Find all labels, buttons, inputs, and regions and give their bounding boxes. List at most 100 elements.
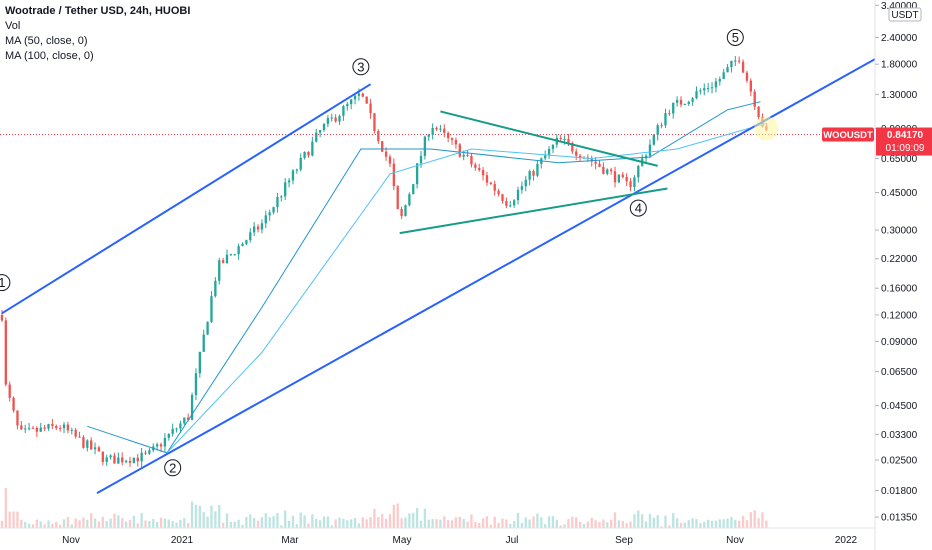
trendline-triangle-top[interactable] — [440, 110, 658, 167]
ma100-indicator-label[interactable]: MA (100, close, 0) — [5, 50, 94, 62]
wave-label-4[interactable]: 4 — [629, 199, 647, 217]
candle-body — [62, 424, 66, 429]
candle-body — [629, 181, 632, 187]
volume-bar — [70, 524, 73, 528]
volume-bar — [536, 513, 539, 528]
wave-label-1[interactable]: 1 — [0, 274, 11, 292]
candle-body — [505, 201, 508, 206]
candle-body — [567, 139, 570, 143]
currency-badge[interactable]: USDT — [888, 7, 922, 22]
price-axis[interactable]: 3.400002.400001.800001.300000.900000.650… — [874, 0, 922, 550]
wave-label-2[interactable]: 2 — [164, 459, 182, 477]
candle-body — [167, 433, 170, 438]
candle-body — [198, 351, 201, 374]
candle-body — [493, 183, 496, 191]
volume-bar — [338, 517, 341, 528]
volume-bar — [214, 511, 217, 528]
wave-label-2-text: 2 — [169, 460, 176, 475]
candle-body — [578, 155, 582, 158]
volume-indicator-label[interactable]: Vol — [5, 20, 21, 32]
elliott-wave-labels[interactable]: 1 2 3 4 5 — [0, 29, 744, 477]
volume-bar — [264, 513, 267, 528]
volume-bar — [295, 524, 299, 528]
volume-bar — [256, 520, 260, 528]
volume-bar — [225, 513, 229, 528]
candle-body — [241, 243, 244, 247]
ma50-indicator-label[interactable]: MA (50, close, 0) — [5, 35, 88, 47]
volume-bar — [287, 520, 291, 528]
volume-bar — [311, 514, 314, 528]
volume-bar — [39, 521, 42, 528]
volume-bar — [58, 524, 62, 528]
volume-bar — [280, 525, 283, 528]
price-tag-symbol-box — [822, 127, 874, 142]
candle-body — [35, 427, 39, 432]
candle-body — [450, 138, 454, 141]
candle-body — [512, 200, 516, 206]
candle-body — [303, 151, 306, 158]
price-tick-label: 0.22000 — [881, 254, 918, 265]
volume-bar — [124, 521, 128, 528]
price-tick-label: 0.30000 — [881, 226, 918, 237]
volume-bar — [493, 516, 496, 528]
wave-label-3[interactable]: 3 — [352, 58, 370, 76]
candle-body — [656, 125, 659, 135]
trendline-drawings[interactable] — [1, 58, 875, 494]
volume-bar — [47, 520, 50, 528]
candle-body — [637, 165, 640, 178]
volume-bar — [346, 520, 349, 528]
volume-bar — [35, 519, 39, 528]
volume-bar — [648, 513, 652, 528]
candle-body — [369, 103, 372, 114]
volume-bar — [249, 514, 252, 528]
time-axis[interactable]: Nov 2021 Mar May Jul Sep Nov 2022 — [0, 527, 875, 546]
volume-bar — [706, 519, 710, 528]
symbol-title[interactable]: Wootrade / Tether USD, 24h, HUOBI — [5, 5, 191, 17]
volume-bar — [90, 513, 93, 528]
candle-body — [675, 99, 679, 103]
volume-bar — [179, 520, 182, 528]
time-label-mar: Mar — [281, 535, 299, 546]
volume-bar — [350, 519, 353, 528]
volume-bar — [699, 523, 702, 528]
candle-body — [8, 384, 11, 398]
candle-body — [105, 457, 108, 462]
volume-bar — [171, 521, 174, 528]
volume-bar — [357, 523, 361, 528]
candle-body — [462, 154, 465, 157]
volume-bar — [598, 522, 601, 528]
candle-body — [722, 72, 725, 80]
candle-body — [357, 93, 361, 96]
candle-body — [563, 139, 566, 141]
time-label-nov-2021: Nov — [726, 535, 744, 546]
candle-body — [365, 96, 368, 104]
chart-legend: Wootrade / Tether USD, 24h, HUOBI Vol MA… — [5, 4, 190, 64]
volume-bar — [291, 515, 295, 528]
volume-bar — [361, 517, 364, 528]
volume-bar — [683, 522, 687, 528]
candle-body — [454, 140, 458, 145]
candle-body — [20, 425, 23, 430]
trendline-channel-bottom[interactable] — [96, 58, 875, 494]
volume-bar — [276, 513, 279, 528]
candle-body — [551, 144, 555, 149]
volume-bar — [703, 521, 706, 528]
candle-body — [256, 226, 260, 230]
wave-label-4-text: 4 — [635, 201, 642, 216]
candle-body — [322, 123, 326, 131]
candle-body — [699, 90, 702, 92]
candle-body — [598, 163, 601, 167]
trendline-triangle-bottom[interactable] — [399, 187, 668, 235]
wave-label-5[interactable]: 5 — [726, 29, 744, 46]
volume-bar — [594, 520, 597, 528]
candle-body — [299, 157, 302, 170]
volume-bar — [656, 515, 659, 528]
trendline-channel-top[interactable] — [1, 83, 372, 315]
price-tick-label: 0.06500 — [881, 367, 918, 378]
candle-body — [346, 104, 349, 107]
candle-body — [24, 428, 27, 430]
volume-bar — [16, 511, 19, 528]
candle-body — [187, 417, 190, 420]
candle-body — [249, 232, 252, 241]
